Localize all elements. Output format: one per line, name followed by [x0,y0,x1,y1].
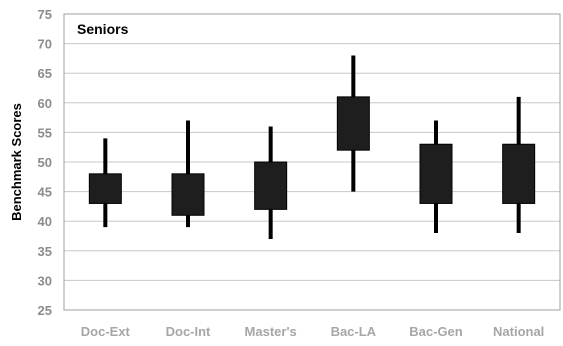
y-tick-label-30: 30 [38,273,52,288]
y-tick-label-55: 55 [38,125,52,140]
y-tick-label-75: 75 [38,7,52,22]
y-tick-label-70: 70 [38,37,52,52]
y-tick-label-45: 45 [38,185,52,200]
box-body [419,143,453,204]
box-body [502,143,536,204]
y-tick-label-25: 25 [38,303,52,318]
x-tick-label-4: Bac-Gen [409,324,463,339]
x-tick-label-0: Doc-Ext [81,324,131,339]
box-bac-la [336,55,370,192]
x-axis-ticks: Doc-Ext Doc-Int Master's Bac-LA Bac-Gen Natio… [81,324,545,339]
gridlines [64,43,560,281]
box-national [502,96,536,234]
box-doc-int [171,120,205,228]
x-tick-label-1: Doc-Int [166,324,211,339]
box-body [254,161,288,210]
box-body [88,173,122,204]
plot-frame [63,13,561,311]
y-tick-label-60: 60 [38,96,52,111]
box-doc-ext [88,138,122,228]
y-tick-label-50: 50 [38,155,52,170]
y-axis-ticks: 25 30 35 40 45 50 55 60 65 70 75 [38,7,52,318]
y-axis-label: Benchmark Scores [9,103,24,221]
box-body [336,96,370,151]
y-tick-label-65: 65 [38,66,52,81]
boxes [88,55,536,239]
y-tick-label-35: 35 [38,244,52,259]
chart-title: Seniors [77,21,129,37]
box-bac-gen [419,120,453,234]
box-master-s [254,126,288,239]
x-tick-label-2: Master's [245,324,297,339]
y-tick-label-40: 40 [38,214,52,229]
box-body [171,173,205,216]
x-tick-label-5: National [493,324,544,339]
x-tick-label-3: Bac-LA [331,324,377,339]
